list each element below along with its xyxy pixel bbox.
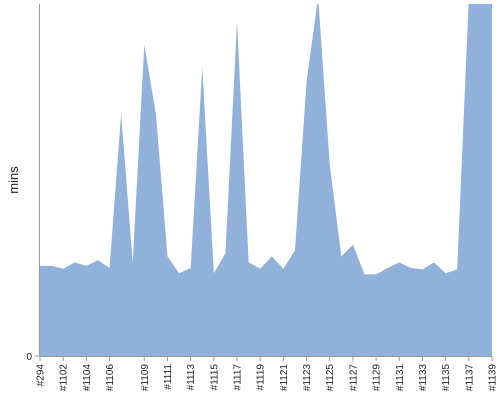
x-tick-label: #1106 (105, 364, 116, 392)
area-layer (40, 4, 492, 356)
series-area (40, 4, 492, 356)
x-tick-label: #1102 (59, 364, 70, 392)
x-tick-label: #1123 (302, 364, 313, 392)
x-tick-label: #1125 (325, 364, 336, 392)
x-tick-label: #1121 (279, 364, 290, 392)
x-tick-label: #1104 (82, 364, 93, 392)
x-tick-label: #1129 (372, 364, 383, 392)
x-tick-label: #1137 (464, 364, 475, 392)
axis-layer (39, 4, 492, 357)
x-tick-label: #294 (36, 364, 47, 387)
x-tick-label: #1133 (418, 364, 429, 392)
x-tick-labels: #294 #1102 #1104 #1106 #1109 #1111 #1113 #1115 #… (36, 356, 499, 392)
x-tick-label: #1113 (186, 364, 197, 391)
x-tick-label: #1109 (140, 364, 151, 392)
x-tick-label: #1131 (395, 364, 406, 392)
x-tick-label: #1127 (348, 364, 359, 392)
y-axis-title: mins (6, 166, 21, 194)
x-tick-label: #1119 (256, 364, 267, 391)
y-tick-label: 0 (26, 352, 32, 363)
x-tick-label: #1135 (441, 364, 452, 392)
y-tick-labels: 0 (26, 352, 40, 363)
x-tick-label: #1117 (233, 364, 244, 391)
x-tick-label: #1139 (488, 364, 499, 392)
x-tick-label: #1111 (163, 364, 174, 390)
x-tick-label: #1115 (209, 364, 220, 391)
